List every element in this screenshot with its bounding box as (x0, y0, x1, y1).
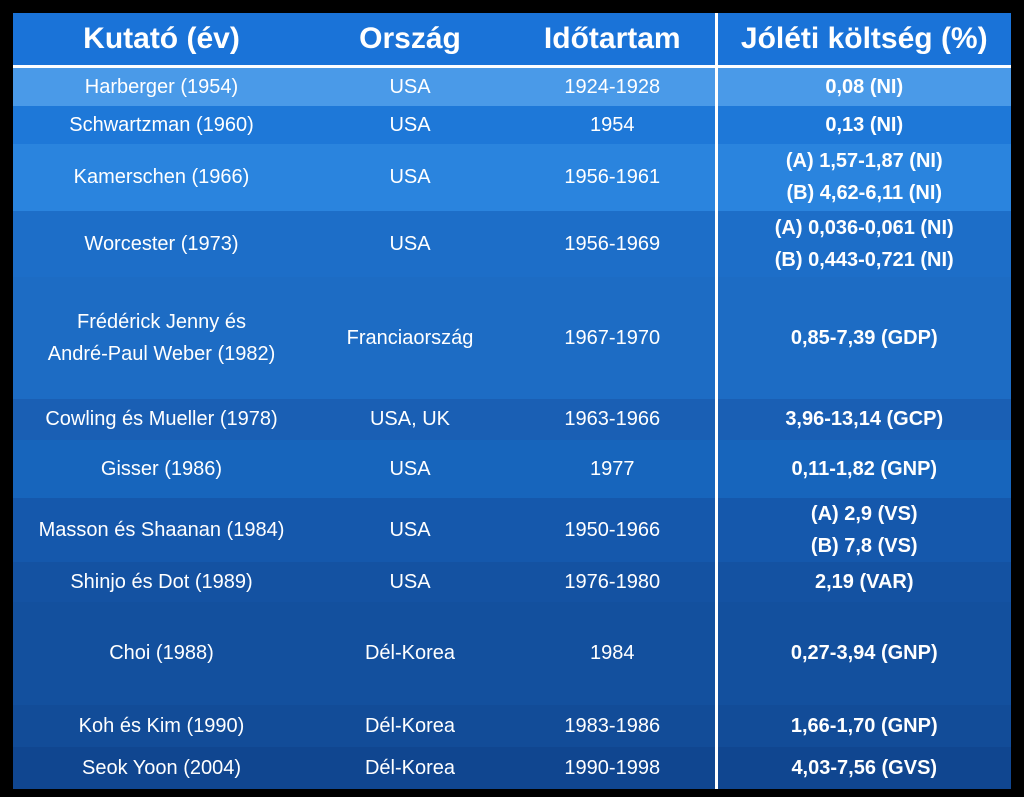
welfare-cost-cell: (A) 1,57-1,87 (NI) (B) 4,62-6,11 (NI) (714, 144, 1011, 211)
researcher-line: Gisser (1986) (100, 457, 223, 480)
welfare-cost-cell: 3,96-13,14 (GCP) (714, 399, 1011, 440)
country-cell: USA (310, 106, 510, 145)
table-row: Harberger (1954) USA 1924-1928 0,08 (NI) (13, 66, 1011, 107)
country-cell: Dél-Korea (310, 602, 510, 705)
welfare-cost-line: 0,27-3,94 (GNP) (790, 642, 938, 665)
period-cell: 1977 (510, 439, 716, 498)
researcher-line: Koh és Kim (1990) (78, 714, 245, 737)
country-cell: USA (310, 66, 510, 107)
welfare-cost-table: Kutató (év) Ország Időtartam Jóléti költ… (13, 13, 1011, 789)
period-cell: 1983-1986 (510, 704, 716, 747)
period-cell: 1990-1998 (510, 746, 716, 789)
table-row: Masson és Shaanan (1984) USA 1950-1966 (A) … (13, 497, 1011, 562)
period-cell: 1956-1961 (510, 144, 716, 211)
researcher-cell: Masson és Shaanan (1984) (13, 497, 310, 562)
table-row: Cowling és Mueller (1978) USA, UK 1963-196… (13, 399, 1011, 440)
researcher-cell: Choi (1988) (13, 602, 310, 705)
country-cell: USA (310, 439, 510, 498)
table-row: Koh és Kim (1990) Dél-Korea 1983-1986 1,66-… (13, 704, 1011, 747)
country-cell: USA (310, 210, 510, 277)
welfare-cost-line: (B) 7,8 (VS) (810, 534, 918, 557)
header-row: Kutató (év) Ország Időtartam Jóléti költ… (13, 13, 1011, 68)
period-cell: 1956-1969 (510, 210, 716, 277)
researcher-line: Harberger (1954) (84, 76, 239, 99)
welfare-cost-cell: 1,66-1,70 (GNP) (714, 704, 1011, 747)
welfare-cost-cell: 0,13 (NI) (714, 106, 1011, 145)
welfare-cost-line: 0,13 (NI) (825, 114, 904, 137)
welfare-cost-line: 2,19 (VAR) (814, 571, 914, 594)
header-period: Időtartam (510, 13, 716, 68)
researcher-line: Kamerschen (1966) (73, 166, 250, 189)
researcher-cell: Shinjo és Dot (1989) (13, 562, 310, 603)
header-welfare-cost: Jóléti költség (%) (714, 13, 1011, 68)
table-row: Shinjo és Dot (1989) USA 1976-1980 2,19 (VA… (13, 562, 1011, 603)
researcher-cell: Kamerschen (1966) (13, 144, 310, 211)
welfare-cost-cell: (A) 0,036-0,061 (NI) (B) 0,443-0,721 (NI) (714, 210, 1011, 277)
welfare-cost-line: 4,03-7,56 (GVS) (791, 756, 938, 779)
researcher-line: Choi (1988) (109, 642, 214, 665)
researcher-cell: Gisser (1986) (13, 439, 310, 498)
period-cell: 1984 (510, 602, 716, 705)
welfare-cost-cell: 0,27-3,94 (GNP) (714, 602, 1011, 705)
welfare-cost-cell: 2,19 (VAR) (714, 562, 1011, 603)
researcher-cell: Cowling és Mueller (1978) (13, 399, 310, 440)
researcher-line: Frédérick Jenny és (77, 311, 246, 334)
welfare-cost-line: 0,08 (NI) (825, 76, 904, 99)
country-cell: Dél-Korea (310, 746, 510, 789)
researcher-cell: Schwartzman (1960) (13, 106, 310, 145)
researcher-cell: Frédérick Jenny és André-Paul Weber (1982… (13, 276, 310, 400)
table-row: Kamerschen (1966) USA 1956-1961 (A) 1,57-1,… (13, 144, 1011, 211)
researcher-cell: Koh és Kim (1990) (13, 704, 310, 747)
researcher-cell: Seok Yoon (2004) (13, 746, 310, 789)
period-cell: 1967-1970 (510, 276, 716, 400)
country-cell: Dél-Korea (310, 704, 510, 747)
welfare-cost-cell: 0,08 (NI) (714, 66, 1011, 107)
country-cell: USA, UK (310, 399, 510, 440)
welfare-cost-cell: (A) 2,9 (VS) (B) 7,8 (VS) (714, 497, 1011, 562)
welfare-cost-line: 0,85-7,39 (GDP) (790, 327, 938, 350)
table-row: Gisser (1986) USA 1977 0,11-1,82 (GNP) (13, 439, 1011, 498)
researcher-line: Cowling és Mueller (1978) (45, 408, 278, 431)
header-researcher: Kutató (év) (13, 13, 310, 68)
welfare-cost-line: (B) 4,62-6,11 (NI) (786, 182, 943, 205)
country-cell: Franciaország (310, 276, 510, 400)
welfare-cost-line: 0,11-1,82 (GNP) (791, 457, 938, 480)
welfare-cost-cell: 4,03-7,56 (GVS) (714, 746, 1011, 789)
researcher-line: Schwartzman (1960) (69, 114, 254, 137)
welfare-cost-cell: 0,11-1,82 (GNP) (714, 439, 1011, 498)
country-cell: USA (310, 144, 510, 211)
welfare-cost-line: (A) 0,036-0,061 (NI) (774, 216, 954, 239)
period-cell: 1976-1980 (510, 562, 716, 603)
period-cell: 1954 (510, 106, 716, 145)
welfare-cost-line: 3,96-13,14 (GCP) (785, 408, 944, 431)
period-cell: 1950-1966 (510, 497, 716, 562)
welfare-cost-line: 1,66-1,70 (GNP) (790, 714, 938, 737)
period-cell: 1924-1928 (510, 66, 716, 107)
header-country: Ország (310, 13, 510, 68)
welfare-cost-cell: 0,85-7,39 (GDP) (714, 276, 1011, 400)
table-row: Schwartzman (1960) USA 1954 0,13 (NI) (13, 106, 1011, 145)
researcher-line: Worcester (1973) (84, 232, 239, 255)
researcher-line: André-Paul Weber (1982) (47, 343, 276, 366)
table-frame: Kutató (év) Ország Időtartam Jóléti költ… (8, 8, 1016, 789)
period-cell: 1963-1966 (510, 399, 716, 440)
researcher-line: Masson és Shaanan (1984) (38, 518, 285, 541)
table-row: Frédérick Jenny és André-Paul Weber (1982… (13, 276, 1011, 400)
researcher-line: Seok Yoon (2004) (81, 756, 242, 779)
country-cell: USA (310, 562, 510, 603)
welfare-cost-line: (A) 1,57-1,87 (NI) (785, 150, 943, 173)
welfare-cost-line: (A) 2,9 (VS) (810, 502, 918, 525)
researcher-cell: Harberger (1954) (13, 66, 310, 107)
researcher-line: Shinjo és Dot (1989) (70, 571, 253, 594)
table-row: Choi (1988) Dél-Korea 1984 0,27-3,94 (GNP) (13, 602, 1011, 705)
table-row: Worcester (1973) USA 1956-1969 (A) 0,036-0,… (13, 210, 1011, 277)
welfare-cost-line: (B) 0,443-0,721 (NI) (774, 248, 954, 271)
researcher-cell: Worcester (1973) (13, 210, 310, 277)
table-row: Seok Yoon (2004) Dél-Korea 1990-1998 4,03-7… (13, 746, 1011, 789)
country-cell: USA (310, 497, 510, 562)
